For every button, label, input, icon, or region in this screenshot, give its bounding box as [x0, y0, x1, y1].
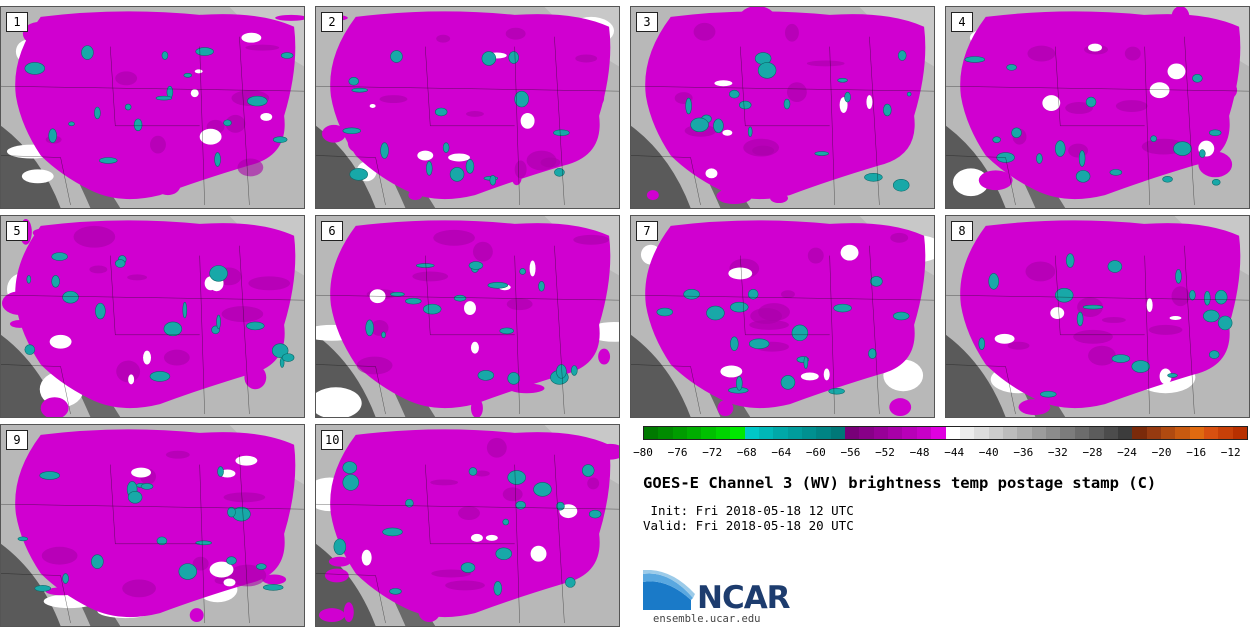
- postage-stamp-panel-8: 8: [945, 215, 1250, 418]
- colorbar-tick-label: −56: [840, 446, 861, 459]
- colorbar-cell: [1060, 427, 1075, 439]
- colorbar-tick-label: −68: [736, 446, 757, 459]
- postage-stamp-panel-7: 7: [630, 215, 935, 418]
- colorbar-cell: [1175, 427, 1190, 439]
- colorbar-cell: [730, 427, 745, 439]
- postage-stamp-panel-6: 6: [315, 215, 620, 418]
- postage-stamp-panel-5: 5: [0, 215, 305, 418]
- colorbar-cell: [1146, 427, 1161, 439]
- colorbar-cell: [658, 427, 673, 439]
- colorbar-tick-label: −32: [1047, 446, 1068, 459]
- colorbar-cell: [1046, 427, 1061, 439]
- postage-stamp-panel-1: 1: [0, 6, 305, 209]
- colorbar-tick-label: −76: [667, 446, 688, 459]
- colorbar: [643, 426, 1248, 440]
- panel-number-9: 9: [6, 430, 28, 450]
- init-time: Init: Fri 2018-05-18 12 UTC: [643, 503, 854, 518]
- colorbar-cell: [816, 427, 831, 439]
- page-title: GOES-E Channel 3 (WV) brightness temp po…: [643, 474, 1157, 492]
- colorbar-cell: [873, 427, 889, 439]
- postage-stamp-panel-3: 3: [630, 6, 935, 209]
- colorbar-tick-label: −60: [805, 446, 826, 459]
- colorbar-tick-label: −36: [1013, 446, 1034, 459]
- panel-number-2: 2: [321, 12, 343, 32]
- colorbar-tick-label: −64: [771, 446, 792, 459]
- panel-number-4: 4: [951, 12, 973, 32]
- colorbar-cell: [758, 427, 774, 439]
- site-url: ensemble.ucar.edu: [653, 613, 761, 625]
- colorbar-tick-label: −44: [944, 446, 965, 459]
- colorbar-cell: [701, 427, 716, 439]
- colorbar-tick-label: −48: [909, 446, 930, 459]
- colorbar-tick-label: −16: [1186, 446, 1207, 459]
- colorbar-cell: [1017, 427, 1032, 439]
- colorbar-cell: [945, 427, 960, 439]
- postage-stamp-panel-10: 10: [315, 424, 620, 627]
- colorbar-cell: [773, 427, 788, 439]
- colorbar-cell: [916, 427, 932, 439]
- panel-number-7: 7: [636, 221, 658, 241]
- colorbar-cell: [801, 427, 817, 439]
- colorbar-tick-label: −24: [1117, 446, 1137, 459]
- ncar-logo-text: NCAR: [697, 580, 791, 616]
- postage-stamp-panel-9: 9: [0, 424, 305, 627]
- colorbar-cell: [744, 427, 759, 439]
- colorbar-cell: [902, 427, 917, 439]
- colorbar-tick-label: −40: [978, 446, 999, 459]
- colorbar-tick-label: −12: [1220, 446, 1241, 459]
- colorbar-tick-label: −52: [875, 446, 895, 459]
- panel-number-1: 1: [6, 12, 28, 32]
- colorbar-cell: [1218, 427, 1233, 439]
- colorbar-cell: [1132, 427, 1147, 439]
- colorbar-tick-label: −20: [1151, 446, 1172, 459]
- colorbar-cell: [830, 427, 846, 439]
- colorbar-tick-label: −72: [702, 446, 723, 459]
- colorbar-cell: [1160, 427, 1176, 439]
- colorbar-tick-label: −28: [1082, 446, 1103, 459]
- colorbar-cell: [959, 427, 975, 439]
- panel-number-3: 3: [636, 12, 658, 32]
- colorbar-cell: [1117, 427, 1133, 439]
- colorbar-cell: [888, 427, 903, 439]
- colorbar-cell: [1204, 427, 1219, 439]
- colorbar-cell: [859, 427, 874, 439]
- postage-stamp-panel-2: 2: [315, 6, 620, 209]
- colorbar-cell: [1031, 427, 1047, 439]
- colorbar-tick-label: −80: [633, 446, 653, 459]
- colorbar-cell: [988, 427, 1003, 439]
- panel-number-5: 5: [6, 221, 28, 241]
- colorbar-cell: [787, 427, 802, 439]
- colorbar-ticks: −80 −76 −72 −68 −64 −60 −56 −52 −48 −44 −40 −36 −32 −…: [633, 442, 1248, 462]
- colorbar-cell: [1232, 427, 1248, 439]
- colorbar-cell: [1103, 427, 1118, 439]
- colorbar-cell: [715, 427, 731, 439]
- colorbar-cell: [672, 427, 688, 439]
- valid-time: Valid: Fri 2018-05-18 20 UTC: [643, 518, 854, 533]
- colorbar-cell: [1074, 427, 1090, 439]
- colorbar-cell: [931, 427, 946, 439]
- colorbar-cell: [644, 427, 659, 439]
- colorbar-cell: [1002, 427, 1018, 439]
- panel-number-6: 6: [321, 221, 343, 241]
- colorbar-cell: [687, 427, 702, 439]
- colorbar-cell: [1089, 427, 1104, 439]
- postage-stamp-panel-4: 4: [945, 6, 1250, 209]
- panel-number-8: 8: [951, 221, 973, 241]
- colorbar-cell: [974, 427, 989, 439]
- panel-number-10: 10: [321, 430, 344, 450]
- colorbar-cell: [1189, 427, 1205, 439]
- colorbar-cell: [845, 427, 860, 439]
- ncar-logo-icon: [643, 570, 695, 610]
